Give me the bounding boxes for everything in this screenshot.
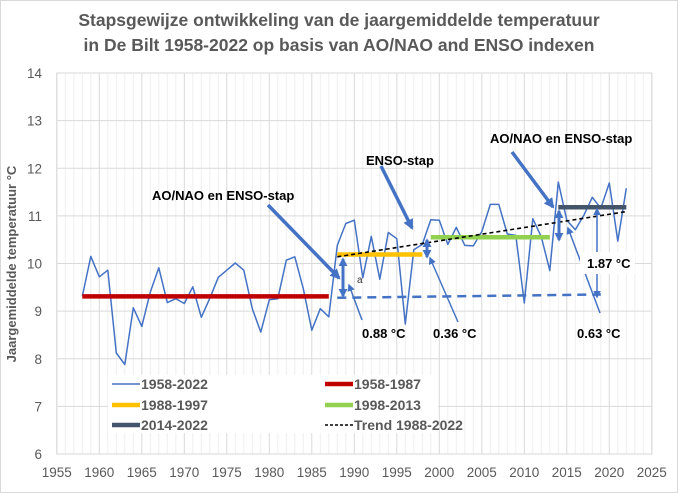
y-tick-label: 12 bbox=[27, 161, 42, 176]
x-tick-label: 1970 bbox=[169, 465, 199, 480]
legend-background bbox=[108, 375, 438, 433]
legend-label: 1958-2022 bbox=[141, 376, 208, 392]
total-step-label-bg bbox=[580, 252, 635, 274]
y-axis-label: Jaargemiddelde temperatuur °C bbox=[4, 165, 19, 362]
chart-title-line1: Stapsgewijze ontwikkeling van de jaargem… bbox=[78, 10, 600, 30]
label-pointer-arrow bbox=[347, 283, 363, 321]
annotation-labels: AO/NAO en ENSO-stap ENSO-stap AO/NAO en EN… bbox=[152, 131, 635, 341]
y-tick-label: 6 bbox=[34, 447, 42, 462]
x-tick-label: 1965 bbox=[127, 465, 157, 480]
annotation-label: 0.36 °C bbox=[433, 326, 477, 341]
y-tick-label: 9 bbox=[34, 304, 42, 319]
x-tick-label: 2015 bbox=[552, 465, 582, 480]
legend: 1958-2022 1958-1987 1988-1997 1998-2013 2014… bbox=[108, 375, 463, 433]
reference-dashed-line bbox=[337, 293, 601, 300]
annotation-arrows bbox=[266, 150, 601, 323]
chart-title: Stapsgewijze ontwikkeling van de jaargem… bbox=[0, 8, 678, 58]
y-tick-label: 11 bbox=[28, 209, 42, 224]
x-tick-label: 1995 bbox=[382, 465, 412, 480]
series-layer bbox=[81, 181, 628, 366]
y-tick-label: 13 bbox=[27, 114, 42, 129]
x-tick-label: 2020 bbox=[594, 465, 624, 480]
legend-label: Trend 1988-2022 bbox=[354, 417, 463, 433]
x-tick-label: 2025 bbox=[637, 465, 667, 480]
annotation-label: 0.63 °C bbox=[577, 326, 621, 341]
legend-label: 1988-1997 bbox=[141, 397, 208, 413]
chart-title-line2: in De Bilt 1958-2022 op basis van AO/NAO… bbox=[83, 35, 595, 55]
legend-label: 1998-2013 bbox=[354, 397, 421, 413]
callout-arrow bbox=[379, 165, 414, 230]
legend-label: 2014-2022 bbox=[141, 417, 208, 433]
x-tick-label: 2005 bbox=[467, 465, 497, 480]
annotation-label: AO/NAO en ENSO-stap bbox=[152, 188, 294, 203]
callout-arrow bbox=[510, 150, 555, 209]
annotation-label: AO/NAO en ENSO-stap bbox=[490, 131, 632, 146]
y-tick-label: 10 bbox=[27, 257, 42, 272]
annotation-label: 1.87 °C bbox=[587, 256, 631, 271]
x-tick-label: 1990 bbox=[339, 465, 369, 480]
callout-arrow bbox=[266, 203, 341, 280]
x-tick-label: 1985 bbox=[297, 465, 327, 480]
small-annotation-a: a bbox=[357, 275, 363, 286]
x-tick-labels: 1955 1960 1965 1970 1975 1980 1985 1990 1995 2000… bbox=[42, 465, 667, 480]
annotation-label: ENSO-stap bbox=[366, 153, 434, 168]
x-tick-label: 2010 bbox=[509, 465, 539, 480]
x-tick-label: 1975 bbox=[212, 465, 242, 480]
y-tick-label: 14 bbox=[27, 66, 43, 81]
y-tick-label: 8 bbox=[34, 352, 42, 367]
x-tick-label: 1960 bbox=[84, 465, 114, 480]
legend-label: 1958-1987 bbox=[354, 376, 421, 392]
y-tick-labels: 6 7 8 9 10 11 12 13 14 bbox=[27, 66, 43, 462]
y-tick-label: 7 bbox=[34, 399, 42, 414]
series-line-1958-2022 bbox=[81, 181, 628, 366]
x-tick-label: 2000 bbox=[424, 465, 454, 480]
x-tick-label: 1980 bbox=[254, 465, 284, 480]
label-pointer-arrow bbox=[428, 256, 459, 323]
annotation-label: 0.88 °C bbox=[362, 326, 406, 341]
x-tick-label: 1955 bbox=[42, 465, 72, 480]
plot-area-border bbox=[56, 72, 653, 455]
